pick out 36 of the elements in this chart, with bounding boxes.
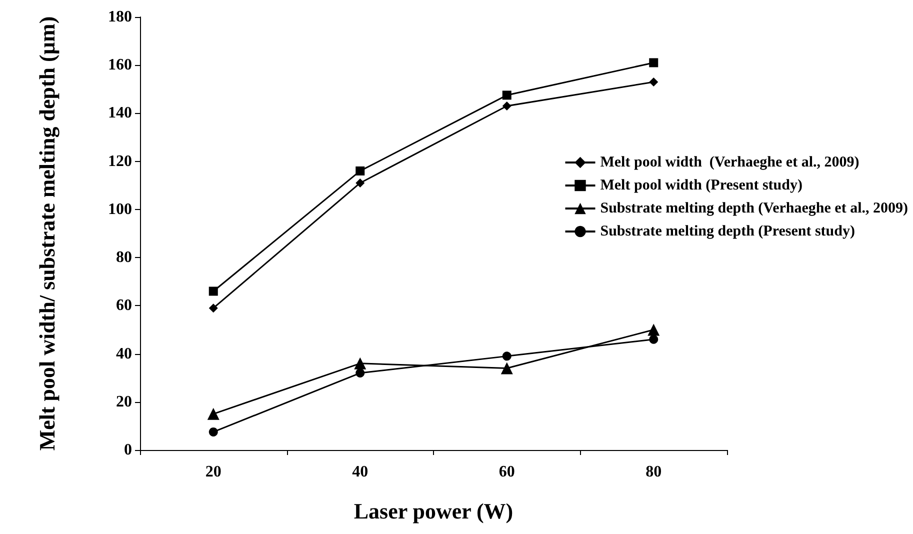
point — [500, 362, 513, 374]
y-tick-label: 20 — [116, 393, 132, 410]
point — [356, 166, 365, 176]
y-axis-title: Melt pool width/ substrate melting depth (µm) — [34, 16, 60, 451]
y-tick-label: 140 — [108, 104, 132, 122]
point — [649, 77, 658, 86]
point — [649, 334, 658, 344]
point — [354, 357, 366, 370]
y-tick-label: 100 — [108, 200, 132, 218]
x-tick-label: 60 — [498, 464, 515, 480]
y-tick-label: 120 — [108, 152, 132, 170]
point — [649, 58, 658, 68]
point — [208, 304, 218, 313]
point — [208, 286, 218, 296]
y-tick-label: 80 — [116, 249, 132, 266]
point — [502, 352, 512, 361]
y-tick-label: 160 — [108, 56, 132, 74]
y-tick-label: 180 — [108, 8, 132, 26]
x-tick-label: 40 — [352, 464, 368, 480]
y-tick-label: 40 — [116, 345, 132, 362]
legend-label: Melt pool width (Verhaeghe et al., 2009) — [600, 154, 860, 170]
y-tick-label: 60 — [116, 297, 132, 314]
legend-label: Substrate melting depth (Verhaeghe et al., 2009) — [600, 200, 908, 216]
x-tick-label: 20 — [205, 464, 222, 480]
point — [502, 102, 512, 111]
point — [502, 90, 512, 100]
point — [356, 178, 365, 188]
legend-label: Substrate melting depth (Present study) — [600, 224, 855, 240]
x-axis-title: Laser power (W) — [354, 498, 514, 524]
point — [208, 427, 218, 436]
x-tick-label: 80 — [646, 464, 662, 480]
point — [356, 368, 365, 378]
y-tick-label: 0 — [124, 442, 132, 458]
point — [207, 408, 220, 420]
legend-label: Melt pool width (Present study) — [600, 178, 802, 194]
point — [648, 324, 660, 336]
